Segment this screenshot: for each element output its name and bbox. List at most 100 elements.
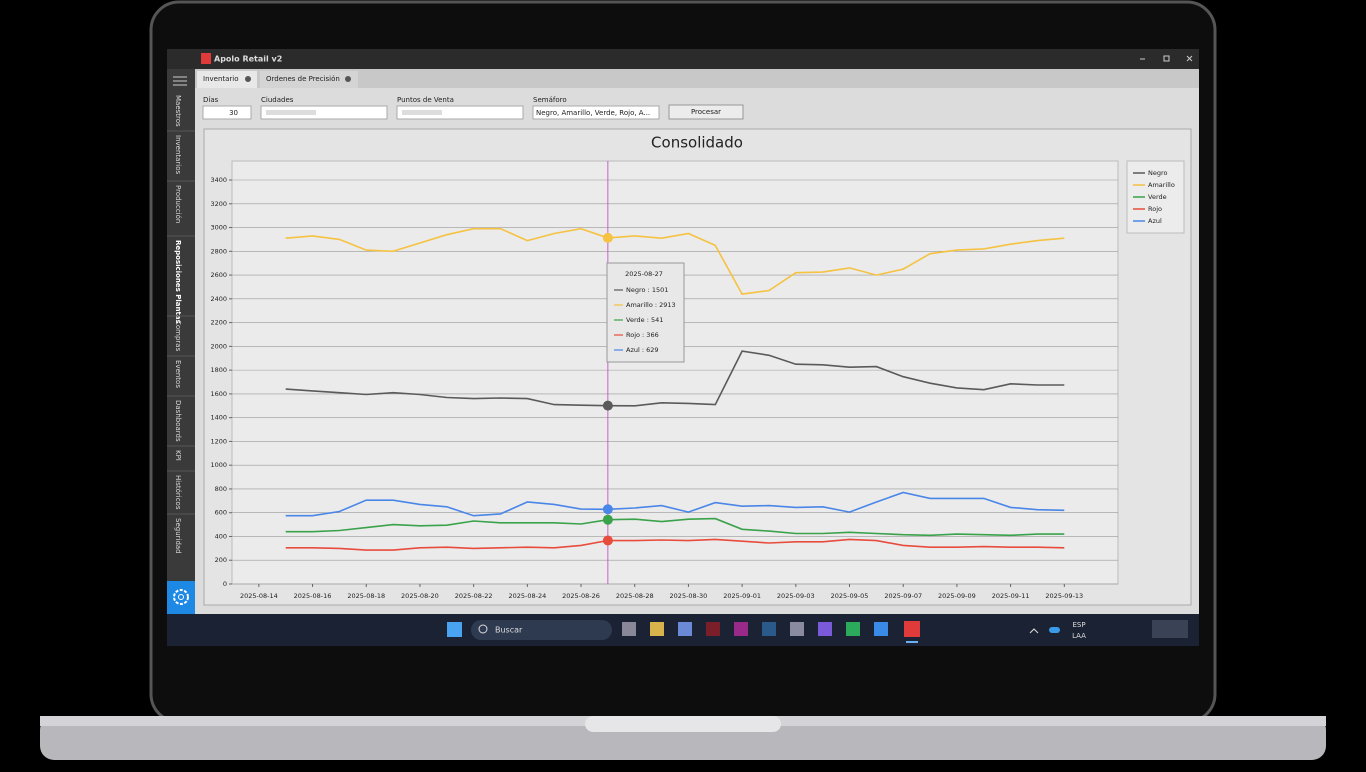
- filter-value: Negro, Amarillo, Verde, Rojo, A...: [536, 109, 650, 117]
- sidebar-item: Eventos: [174, 360, 182, 388]
- y-tick-label: 200: [215, 556, 227, 564]
- window-title: Apolo Retail v2: [214, 55, 282, 64]
- tooltip: [606, 262, 685, 363]
- sidebar-item: Maestros: [174, 95, 182, 127]
- legend-label: Negro: [1148, 169, 1168, 177]
- title-bar: [167, 49, 1199, 69]
- tab-label: Inventario: [203, 75, 239, 83]
- tooltip-item: Verde : 541: [626, 316, 663, 324]
- hover-marker: [602, 535, 613, 546]
- sidebar-item: KPI: [174, 450, 182, 461]
- hover-marker: [602, 504, 613, 515]
- legend-label: Rojo: [1148, 205, 1162, 213]
- app-icon[interactable]: [622, 622, 636, 636]
- window-controls[interactable]: [1132, 54, 1192, 64]
- sidebar-item: Históricos: [174, 475, 182, 510]
- legend-label: Azul: [1148, 217, 1162, 225]
- x-tick-label: 2025-08-18: [347, 592, 385, 600]
- tab[interactable]: [197, 71, 257, 88]
- x-tick-label: 2025-08-30: [670, 592, 708, 600]
- days-input[interactable]: [202, 105, 252, 120]
- start-button[interactable]: [447, 622, 462, 637]
- x-tick-label: 2025-09-05: [831, 592, 869, 600]
- app-icon[interactable]: [790, 622, 804, 636]
- search-label: Buscar: [495, 626, 523, 635]
- app-icon[interactable]: [762, 622, 776, 636]
- sidebar-item: Dashboards: [174, 400, 182, 442]
- app-icon[interactable]: [650, 622, 664, 636]
- store-select[interactable]: [396, 105, 524, 120]
- hover-marker: [602, 400, 613, 411]
- app-icon[interactable]: [818, 622, 832, 636]
- legend-label: Amarillo: [1148, 181, 1175, 189]
- sidebar-item: Reposiciones Plantas: [174, 240, 182, 324]
- y-tick-label: 1800: [210, 366, 227, 374]
- x-tick-label: 2025-09-07: [884, 592, 922, 600]
- filter-label: Puntos de Venta: [397, 96, 454, 104]
- app-icon[interactable]: [846, 622, 860, 636]
- legend-label: Verde: [1148, 193, 1167, 201]
- app-icon[interactable]: [678, 622, 692, 636]
- y-tick-label: 2600: [210, 271, 227, 279]
- filter-label: Semáforo: [533, 96, 567, 104]
- language: ESP: [1072, 621, 1085, 629]
- search-box[interactable]: [471, 620, 612, 640]
- filter-value: 30: [229, 109, 238, 117]
- process-button[interactable]: [668, 104, 744, 120]
- series-line: [285, 491, 1065, 517]
- y-tick-label: 2000: [210, 342, 227, 350]
- hover-marker: [602, 514, 613, 525]
- keyboard-layout: LAA: [1072, 632, 1086, 640]
- sidebar: [167, 69, 195, 614]
- series-line: [285, 227, 1065, 295]
- color-select[interactable]: [532, 105, 660, 120]
- x-tick-label: 2025-08-20: [401, 592, 439, 600]
- y-tick-label: 0: [223, 580, 227, 588]
- y-tick-label: 1600: [210, 390, 227, 398]
- sidebar-item: Seguridad: [174, 518, 182, 554]
- y-tick-label: 3000: [210, 224, 227, 232]
- x-tick-label: 2025-09-11: [992, 592, 1030, 600]
- y-tick-label: 2800: [210, 247, 227, 255]
- series-line: [285, 350, 1065, 407]
- button-label: Procesar: [691, 108, 721, 116]
- x-tick-label: 2025-08-26: [562, 592, 600, 600]
- app-icon[interactable]: [706, 622, 720, 636]
- y-tick-label: 400: [215, 532, 227, 540]
- x-tick-label: 2025-08-16: [294, 592, 332, 600]
- series-line: [285, 538, 1065, 551]
- y-tick-label: 800: [215, 485, 227, 493]
- app-icon[interactable]: [904, 621, 920, 637]
- filter-label: Días: [203, 96, 219, 104]
- tooltip-item: Azul : 629: [626, 346, 659, 354]
- tray-icons[interactable]: [1098, 625, 1138, 634]
- x-tick-label: 2025-09-01: [723, 592, 761, 600]
- tab[interactable]: [260, 71, 358, 88]
- tooltip-item: Amarillo : 2913: [626, 301, 676, 309]
- sidebar-item: Producción: [174, 185, 182, 223]
- x-tick-label: 2025-08-14: [240, 592, 278, 600]
- settings-button[interactable]: [167, 581, 195, 614]
- app-icon[interactable]: [734, 622, 748, 636]
- sidebar-item: Inventarios: [174, 135, 182, 175]
- y-tick-label: 1200: [210, 437, 227, 445]
- x-tick-label: 2025-08-22: [455, 592, 493, 600]
- x-tick-label: 2025-09-09: [938, 592, 976, 600]
- tab-label: Ordenes de Precisión: [266, 75, 340, 83]
- app-icon[interactable]: [874, 622, 888, 636]
- x-tick-label: 2025-09-03: [777, 592, 815, 600]
- sidebar-item: Compras: [174, 320, 182, 352]
- city-select[interactable]: [260, 105, 388, 120]
- x-tick-label: 2025-09-13: [1045, 592, 1083, 600]
- chart-title: Consolidado: [651, 134, 743, 152]
- x-tick-label: 2025-08-28: [616, 592, 654, 600]
- series-line: [285, 517, 1065, 537]
- y-tick-label: 1000: [210, 461, 227, 469]
- x-tick-label: 2025-08-24: [508, 592, 546, 600]
- hover-marker: [602, 232, 613, 243]
- y-tick-label: 2400: [210, 295, 227, 303]
- y-tick-label: 2200: [210, 319, 227, 327]
- y-tick-label: 1400: [210, 414, 227, 422]
- y-tick-label: 600: [215, 509, 227, 517]
